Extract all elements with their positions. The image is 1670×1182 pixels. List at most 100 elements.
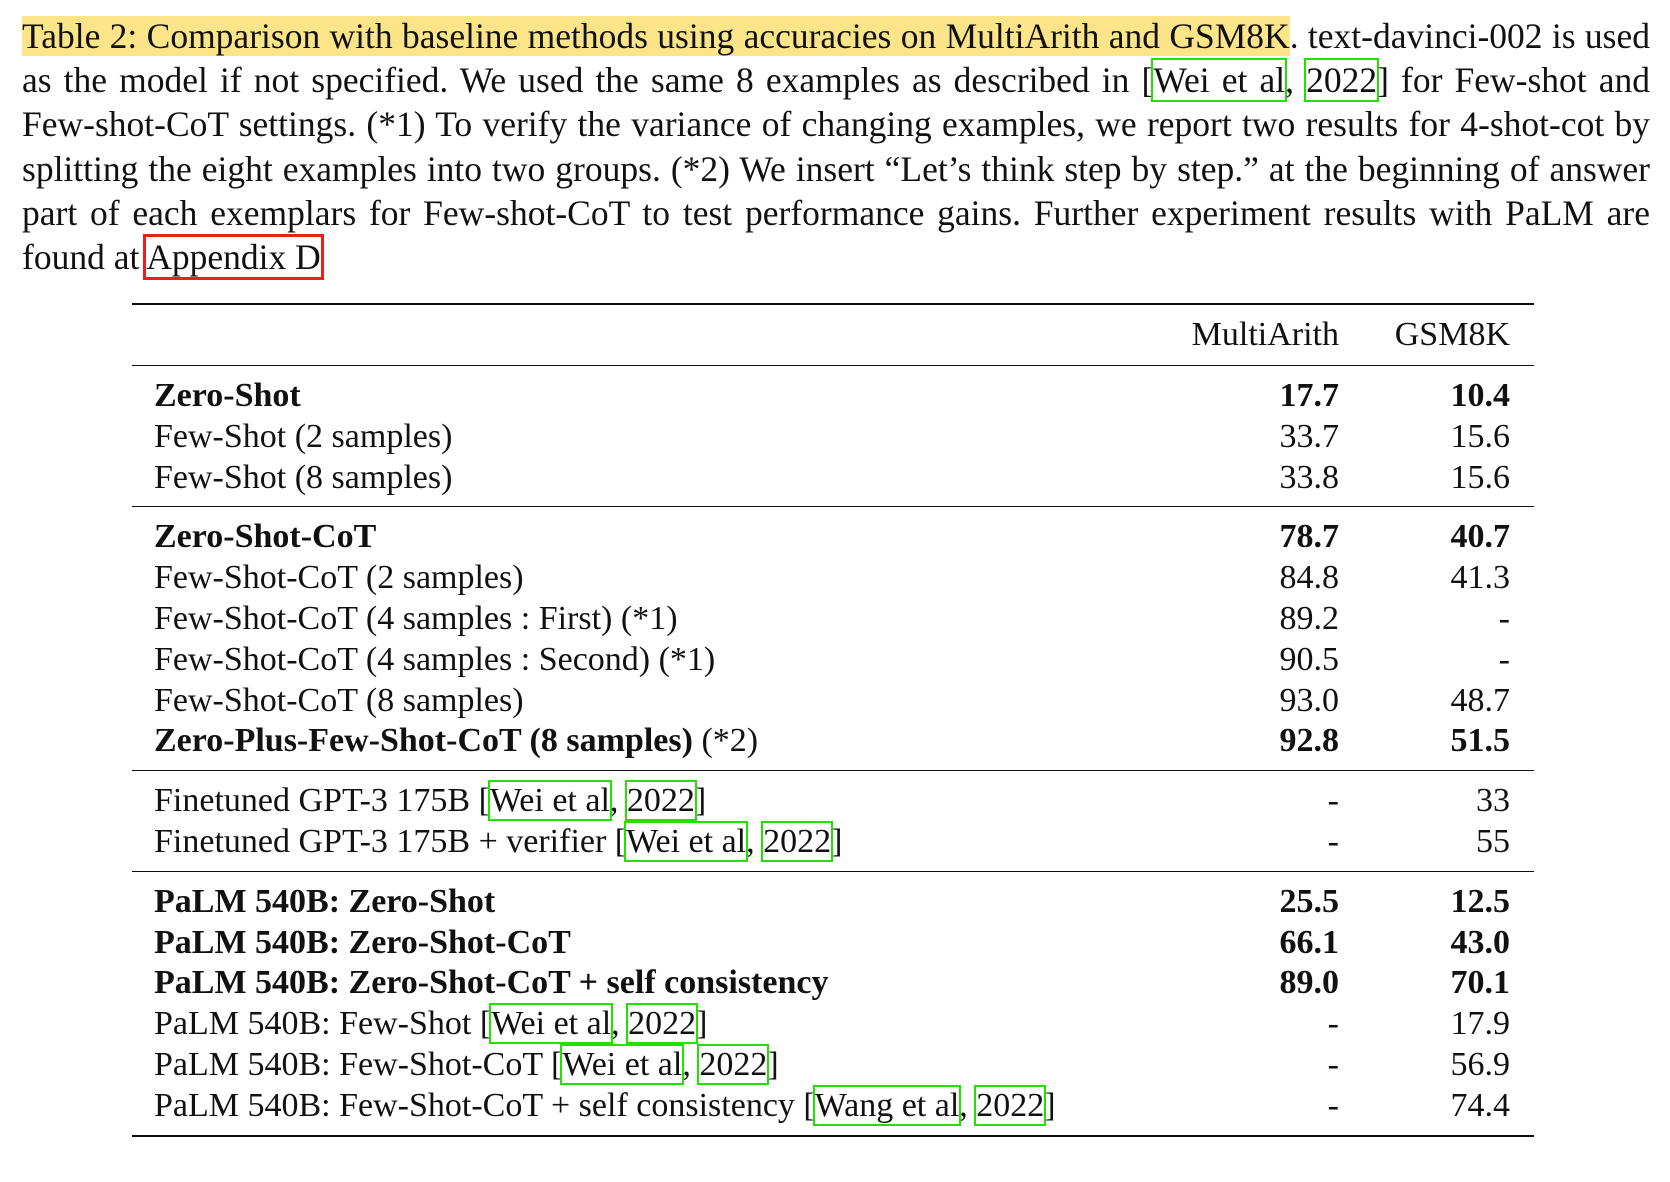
cell-gsm8k: 55 <box>1476 822 1510 860</box>
method-name: PaLM 540B: Zero-Shot-CoT <box>132 923 1189 964</box>
cell-multiarith: - <box>1327 782 1339 820</box>
citation-link-year[interactable]: 2022 <box>624 780 697 822</box>
results-table: MultiArith GSM8K Zero-Shot 17.7 10.4 Few-Sh… <box>132 303 1534 1137</box>
cell-gsm8k: 51.5 <box>1450 722 1511 760</box>
table-row: Zero-Plus-Few-Shot-CoT (8 samples) (*2) 9… <box>132 721 1534 770</box>
cell-multiarith: 90.5 <box>1279 640 1340 678</box>
table-body: Zero-Shot 17.7 10.4 Few-Shot (2 samples) 33.… <box>132 365 1534 1136</box>
cell-multiarith: 78.7 <box>1279 518 1340 556</box>
cell-multiarith: 84.8 <box>1279 559 1340 597</box>
appendix-link[interactable]: Appendix D <box>143 234 324 281</box>
method-label: PaLM 540B: Zero-Shot-CoT + self consiste… <box>154 964 829 1002</box>
method-label: PaLM 540B: Few-Shot-CoT [ <box>154 1045 563 1083</box>
citation-link-author[interactable]: Wei et al <box>489 1003 614 1045</box>
table-row: Few-Shot-CoT (2 samples) 84.8 41.3 <box>132 558 1534 599</box>
caption-text: . text-davinci-002 is used as the model … <box>22 16 1650 101</box>
citation-separator: , <box>609 782 627 820</box>
method-name: Zero-Plus-Few-Shot-CoT (8 samples) (*2) <box>132 721 1189 770</box>
table-caption: Table 2: Comparison with baseline method… <box>22 14 1651 281</box>
cell-gsm8k: 43.0 <box>1450 923 1511 961</box>
citation-bracket: ] <box>696 1005 708 1043</box>
method-name: Zero-Shot-CoT <box>132 507 1189 558</box>
cell-multiarith: 89.2 <box>1279 599 1340 637</box>
citation-link-author[interactable]: Wei et al <box>560 1043 685 1085</box>
citation-separator: , <box>746 822 764 860</box>
table-row: PaLM 540B: Few-Shot-CoT + self consisten… <box>132 1084 1534 1136</box>
method-name: Few-Shot (8 samples) <box>132 458 1189 507</box>
method-name: Finetuned GPT-3 175B + verifier [Wei et … <box>132 820 1189 871</box>
citation-link-year[interactable]: 2022 <box>626 1003 699 1045</box>
cell-gsm8k: 12.5 <box>1450 882 1511 920</box>
cell-multiarith: - <box>1327 1045 1339 1083</box>
cell-multiarith: 33.8 <box>1279 458 1340 496</box>
citation-bracket: ] <box>1044 1086 1056 1124</box>
cell-gsm8k: 56.9 <box>1450 1045 1511 1083</box>
cell-multiarith: 66.1 <box>1279 923 1340 961</box>
method-note: (*2) <box>692 722 759 760</box>
caption-label: Table 2: Comparison with baseline method… <box>22 16 1290 56</box>
citation-bracket: ] <box>694 782 707 820</box>
citation-link-author[interactable]: Wei et al <box>1151 58 1288 103</box>
method-name: Few-Shot-CoT (4 samples : First) (*1) <box>132 599 1189 640</box>
cell-gsm8k: - <box>1498 640 1510 678</box>
method-name: Few-Shot-CoT (2 samples) <box>132 558 1189 599</box>
method-name: Finetuned GPT-3 175B [Wei et al, 2022] <box>132 771 1189 822</box>
citation-link-author[interactable]: Wei et al <box>487 780 612 822</box>
method-label: Few-Shot-CoT (2 samples) <box>154 559 524 597</box>
table-header-row: MultiArith GSM8K <box>132 304 1534 366</box>
method-name: PaLM 540B: Few-Shot-CoT + self consisten… <box>132 1084 1189 1136</box>
method-label: Finetuned GPT-3 175B [ <box>154 782 490 820</box>
method-label: Few-Shot-CoT (4 samples : First) (*1) <box>154 599 678 637</box>
table-row: PaLM 540B: Zero-Shot-CoT + self consiste… <box>132 963 1534 1004</box>
method-label: PaLM 540B: Few-Shot-CoT + self consisten… <box>154 1086 815 1124</box>
method-label: Finetuned GPT-3 175B + verifier [ <box>154 822 627 860</box>
citation-link-year[interactable]: 2022 <box>974 1084 1047 1126</box>
method-label: PaLM 540B: Zero-Shot-CoT <box>154 923 571 961</box>
citation-link-author[interactable]: Wang et al <box>812 1084 962 1126</box>
method-label: Few-Shot-CoT (8 samples) <box>154 681 524 719</box>
cell-multiarith: - <box>1327 1005 1339 1043</box>
cell-multiarith: 93.0 <box>1279 681 1340 719</box>
results-table-wrapper: MultiArith GSM8K Zero-Shot 17.7 10.4 Few-Sh… <box>132 303 1534 1137</box>
citation-link-year[interactable]: 2022 <box>1304 58 1380 103</box>
table-row: Few-Shot-CoT (4 samples : First) (*1) 89.… <box>132 599 1534 640</box>
table-row: Zero-Shot 17.7 10.4 <box>132 365 1534 417</box>
method-label: PaLM 540B: Zero-Shot <box>154 882 496 920</box>
cell-gsm8k: 41.3 <box>1450 559 1511 597</box>
cell-gsm8k: 40.7 <box>1450 518 1511 556</box>
citation-link-author[interactable]: Wei et al <box>624 820 749 862</box>
caption-text: ] for Few-shot and Few-shot-CoT settings… <box>22 60 1651 278</box>
cell-gsm8k: 70.1 <box>1450 964 1511 1002</box>
method-name: Few-Shot-CoT (4 samples : Second) (*1) <box>132 640 1189 681</box>
cell-multiarith: - <box>1327 1086 1339 1124</box>
column-header-multiarith: MultiArith <box>1191 316 1339 353</box>
method-name: Few-Shot (2 samples) <box>132 417 1189 458</box>
method-label: Few-Shot (2 samples) <box>154 417 453 455</box>
method-name: PaLM 540B: Zero-Shot-CoT + self consiste… <box>132 963 1189 1004</box>
table-row: Few-Shot-CoT (8 samples) 93.0 48.7 <box>132 681 1534 722</box>
method-name: PaLM 540B: Zero-Shot <box>132 871 1189 922</box>
citation-bracket: ] <box>831 822 843 860</box>
cell-gsm8k: 15.6 <box>1450 458 1511 496</box>
table-row: Zero-Shot-CoT 78.7 40.7 <box>132 506 1534 558</box>
cell-gsm8k: 15.6 <box>1450 417 1511 455</box>
cell-gsm8k: 74.4 <box>1450 1086 1511 1124</box>
method-name: Zero-Shot <box>132 366 1189 417</box>
method-label: Zero-Shot-CoT <box>154 518 377 556</box>
caption-text: , <box>1285 60 1307 101</box>
table-row: PaLM 540B: Zero-Shot-CoT 66.1 43.0 <box>132 923 1534 964</box>
table-row: PaLM 540B: Zero-Shot 25.5 12.5 <box>132 871 1534 922</box>
table-row: Finetuned GPT-3 175B [Wei et al, 2022] - 3… <box>132 770 1534 822</box>
method-name: Few-Shot-CoT (8 samples) <box>132 681 1189 722</box>
citation-separator: , <box>682 1045 700 1083</box>
method-name: PaLM 540B: Few-Shot [Wei et al, 2022] <box>132 1003 1189 1045</box>
table-row: Few-Shot (2 samples) 33.7 15.6 <box>132 417 1534 458</box>
cell-multiarith: 25.5 <box>1279 882 1340 920</box>
table-row: PaLM 540B: Few-Shot-CoT [Wei et al, 2022… <box>132 1043 1534 1086</box>
cell-gsm8k: 48.7 <box>1450 681 1511 719</box>
citation-link-year[interactable]: 2022 <box>697 1043 770 1085</box>
cell-multiarith: 92.8 <box>1279 722 1340 760</box>
method-label: Few-Shot-CoT (4 samples : Second) (*1) <box>154 640 716 678</box>
header-empty <box>132 304 1189 366</box>
citation-link-year[interactable]: 2022 <box>761 820 834 862</box>
